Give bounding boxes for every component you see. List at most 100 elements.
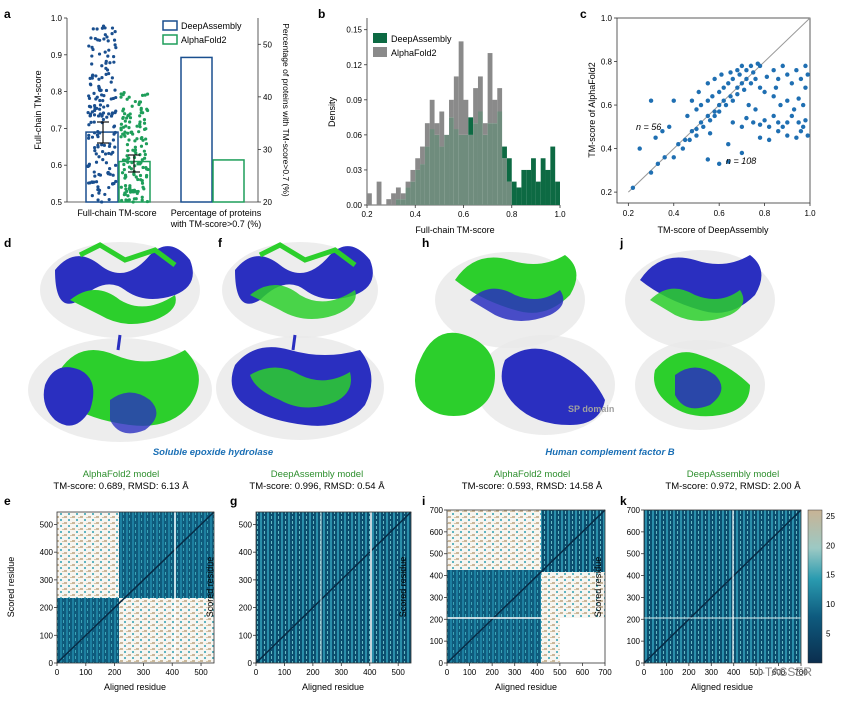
c-point — [721, 85, 726, 90]
a-point-deepassembly — [90, 54, 94, 58]
a-point-deepassembly — [104, 88, 109, 93]
b-xtick-label: 0.6 — [458, 210, 470, 219]
heatmap-ytick-label: 200 — [627, 615, 641, 624]
a-point-deepassembly — [108, 61, 112, 65]
c-point — [771, 94, 776, 99]
c-point — [707, 118, 713, 123]
b-bar-alphafold2 — [477, 76, 483, 112]
b-bar-alphafold2 — [434, 123, 440, 135]
c-point — [694, 107, 699, 112]
a-point-deepassembly — [89, 36, 93, 40]
k-xlabel: Aligned residue — [691, 682, 753, 692]
c-point — [748, 63, 754, 69]
panel-b: 0.000.030.060.090.120.150.2 0.4 0.6 0.8 1.0 … — [327, 18, 566, 235]
c-point — [796, 96, 801, 101]
c-point — [712, 113, 717, 119]
a-point-alphafold2 — [123, 173, 128, 177]
c-n-upper: n = 56 — [636, 122, 661, 132]
a-point-deepassembly — [112, 125, 116, 129]
a-point-alphafold2 — [127, 95, 131, 99]
a-xtick-percent-line2: with TM-score>0.7 (%) — [170, 219, 262, 229]
panel-label-c: c — [580, 7, 587, 21]
d-model-score: TM-score: 0.689, RMSD: 6.13 Å — [53, 481, 189, 492]
c-point — [794, 68, 799, 73]
c-point — [766, 137, 772, 143]
a-point-deepassembly — [108, 166, 112, 171]
a-point-deepassembly — [95, 27, 99, 31]
a-point-alphafold2 — [139, 108, 143, 112]
a-point-deepassembly — [110, 76, 114, 80]
c-point — [766, 124, 772, 130]
b-bar-alphafold2 — [487, 53, 493, 124]
c-point — [757, 85, 763, 90]
a-point-alphafold2 — [125, 97, 129, 101]
b-bar-overlap — [502, 158, 507, 205]
a-point-deepassembly — [113, 145, 117, 149]
heatmap-xtick-label: 600 — [772, 668, 786, 677]
a-point-deepassembly — [103, 26, 107, 30]
heatmap-ytick-label: 100 — [239, 631, 253, 640]
b-bar-alphafold2 — [424, 123, 430, 147]
b-bar-deepassembly — [502, 146, 507, 159]
panel-c: 0.2 0.2 0.4 0.4 0.6 0.6 0.8 0.8 1.0 1.0 n = 56 n … — [587, 14, 816, 235]
b-bar-overlap — [468, 134, 474, 205]
b-xtick-label: 0.4 — [410, 210, 422, 219]
a-point-deepassembly — [100, 76, 104, 80]
a-ytick-left-label: 1.0 — [51, 14, 63, 23]
b-bar-overlap — [439, 146, 445, 205]
a-point-deepassembly — [93, 149, 97, 153]
a-legend-swatch-alphafold2 — [162, 34, 178, 45]
a-point-deepassembly — [92, 170, 96, 174]
a-point-deepassembly — [96, 198, 100, 202]
a-point-alphafold2 — [134, 151, 138, 155]
a-point-alphafold2 — [120, 198, 124, 203]
a-point-alphafold2 — [143, 156, 147, 160]
a-point-deepassembly — [104, 161, 109, 165]
a-point-deepassembly — [94, 160, 99, 164]
heatmap-xtick-label: 500 — [194, 668, 208, 677]
c-point — [757, 122, 763, 127]
b-bar-alphafold2 — [453, 76, 459, 130]
a-point-alphafold2 — [138, 100, 143, 104]
a-point-deepassembly — [102, 37, 106, 41]
heatmap-ytick-label: 300 — [430, 593, 444, 602]
a-point-alphafold2 — [135, 137, 139, 141]
c-point — [757, 135, 763, 140]
a-point-deepassembly — [107, 112, 111, 116]
c-point — [710, 94, 715, 99]
a-point-deepassembly — [96, 143, 100, 147]
heatmap-ytick-label: 0 — [439, 659, 444, 668]
c-ylabel: TM-score of AlphaFold2 — [587, 62, 597, 158]
b-bar-alphafold2 — [497, 88, 503, 112]
b-bar-overlap — [506, 181, 512, 205]
a-point-alphafold2 — [125, 116, 129, 120]
panel-label-b: b — [318, 7, 325, 21]
j-model-title: DeepAssembly model — [687, 469, 779, 480]
b-legend-swatch-alphafold2 — [373, 47, 387, 57]
b-bar-overlap — [429, 129, 435, 205]
heatmap-xtick-label: 300 — [137, 668, 151, 677]
a-point-alphafold2 — [133, 148, 138, 152]
c-point — [776, 120, 781, 125]
a-point-deepassembly — [98, 103, 103, 107]
a-point-deepassembly — [107, 48, 111, 52]
a-point-deepassembly — [92, 104, 97, 108]
c-point — [735, 68, 740, 73]
colorbar-tick-label: 25 — [826, 512, 835, 521]
c-point — [739, 63, 745, 69]
a-point-deepassembly — [102, 143, 106, 147]
heatmap-xtick-label: 500 — [392, 668, 406, 677]
c-point — [660, 128, 665, 134]
heatmap-xtick-label: 500 — [553, 668, 567, 677]
b-bar-overlap — [400, 199, 406, 205]
heatmap-k — [643, 509, 802, 664]
b-bar-overlap — [405, 187, 411, 205]
a-point-alphafold2 — [130, 130, 134, 134]
b-bar-overlap — [420, 164, 425, 205]
c-xtick-label: 0.4 — [668, 209, 680, 218]
a-bar-alphafold2-percent — [212, 159, 245, 203]
b-bar-alphafold2 — [405, 181, 411, 188]
a-point-deepassembly — [89, 120, 93, 124]
a-point-alphafold2 — [128, 120, 132, 124]
a-point-deepassembly — [92, 91, 96, 95]
